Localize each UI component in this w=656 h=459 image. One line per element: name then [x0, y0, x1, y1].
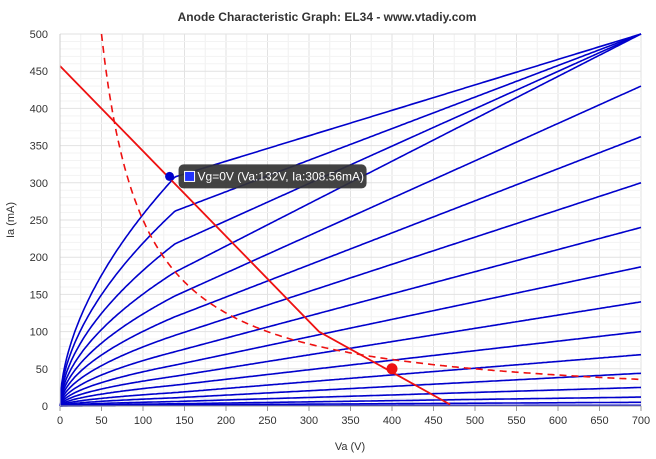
plate-curve — [59, 353, 642, 407]
y-tick-label: 250 — [30, 215, 48, 227]
plate-curve — [59, 135, 642, 407]
x-tick-label: 300 — [300, 415, 318, 427]
y-axis-label: Ia (mA) — [5, 202, 17, 238]
x-axis-label: Va (V) — [335, 441, 365, 453]
plate-curve — [59, 266, 642, 407]
operating-point-marker — [386, 363, 398, 375]
x-tick-label: 400 — [383, 415, 401, 427]
grid — [59, 33, 642, 407]
plate-curve — [59, 85, 642, 407]
x-tick-label: 600 — [549, 415, 567, 427]
highlight-point-marker — [165, 171, 175, 181]
y-tick-label: 50 — [36, 364, 48, 376]
chart-title: Anode Characteristic Graph: EL34 - www.v… — [178, 10, 477, 24]
load-lines — [59, 33, 641, 406]
y-tick-label: 350 — [30, 141, 48, 153]
plate-curve — [59, 33, 642, 407]
x-tick-label: 550 — [507, 415, 525, 427]
plate-curve — [59, 396, 641, 407]
x-tick-label: 650 — [590, 415, 608, 427]
tooltip-text: Vg=0V (Va:132V, Ia:308.56mA) — [198, 169, 364, 183]
y-tick-label: 450 — [30, 66, 48, 78]
x-tick-label: 50 — [95, 415, 107, 427]
plate-curve — [59, 330, 642, 407]
x-tick-label: 450 — [424, 415, 442, 427]
y-tick-label: 500 — [30, 29, 48, 41]
y-tick-label: 400 — [30, 103, 48, 115]
tooltip: Vg=0V (Va:132V, Ia:308.56mA) — [178, 164, 367, 189]
y-tick-label: 300 — [30, 178, 48, 190]
x-tick-label: 350 — [341, 415, 359, 427]
x-tick-label: 700 — [632, 415, 650, 427]
tooltip-box — [178, 164, 367, 189]
x-tick-label: 250 — [258, 415, 276, 427]
max-dissipation-curve — [100, 33, 641, 381]
x-tick-label: 200 — [217, 415, 235, 427]
plate-curve — [59, 182, 642, 407]
plate-curve — [59, 386, 642, 407]
y-tick-label: 200 — [30, 252, 48, 264]
load-line — [59, 65, 451, 406]
tooltip-series-icon — [184, 170, 196, 182]
axes: 0 50 100 150 200 250 300 350 400 450 500 550 600 650 7… — [30, 29, 651, 427]
plate-curve — [59, 226, 642, 407]
y-tick-label: 150 — [30, 289, 48, 301]
markers — [165, 171, 398, 375]
x-tick-label: 150 — [175, 415, 193, 427]
plate-curve — [59, 33, 642, 407]
y-tick-label: 0 — [42, 401, 48, 413]
plate-curve — [59, 372, 642, 407]
y-tick-label: 100 — [30, 327, 48, 339]
x-tick-label: 0 — [57, 415, 63, 427]
x-tick-label: 500 — [466, 415, 484, 427]
x-tick-label: 100 — [134, 415, 152, 427]
